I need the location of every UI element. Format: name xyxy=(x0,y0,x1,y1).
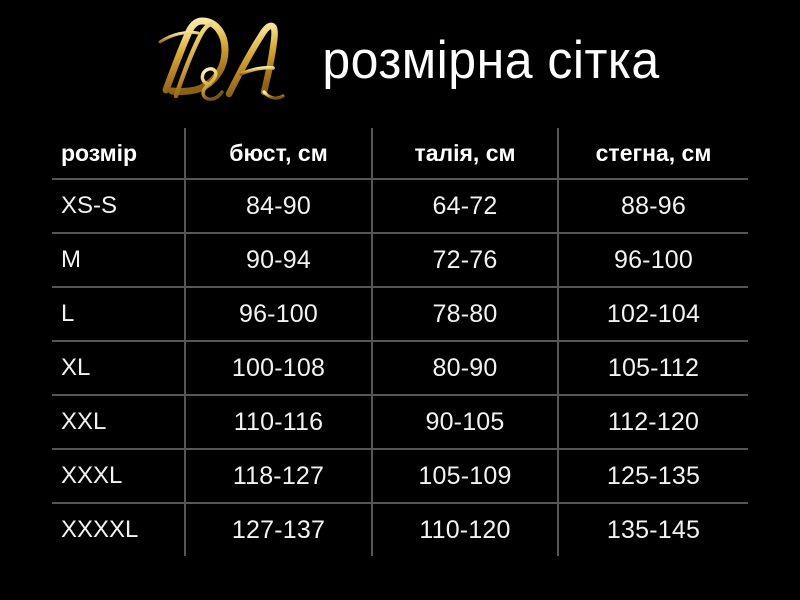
size-chart-table: розмір бюст, см талія, см стегна, см XS-… xyxy=(52,128,748,556)
table-row: XXXL 118-127 105-109 125-135 xyxy=(52,449,748,504)
cell-bust: 110-116 xyxy=(185,395,373,450)
table-row: XL 100-108 80-90 105-112 xyxy=(52,341,748,396)
table-row: L 96-100 78-80 102-104 xyxy=(52,287,748,342)
cell-hips: 102-104 xyxy=(558,287,748,342)
table-row: XS-S 84-90 64-72 88-96 xyxy=(52,179,748,234)
cell-hips: 112-120 xyxy=(558,395,748,450)
cell-size: XXXXL xyxy=(52,503,186,556)
cell-waist: 64-72 xyxy=(372,179,559,234)
column-header-hips: стегна, см xyxy=(558,128,748,180)
brand-logo-icon xyxy=(146,12,296,108)
cell-hips: 135-145 xyxy=(606,515,701,544)
cell-waist: 105-109 xyxy=(372,449,559,504)
page-header: розмірна сітка xyxy=(0,0,800,120)
table-row: XXL 110-116 90-105 112-120 xyxy=(52,395,748,450)
cell-bust: 96-100 xyxy=(185,287,373,342)
cell-hips: 105-112 xyxy=(558,341,748,396)
cell-size: M xyxy=(52,233,186,288)
cell-size: XL xyxy=(52,341,186,396)
cell-waist: 110-120 xyxy=(372,503,559,556)
cell-waist: 72-76 xyxy=(372,233,559,288)
cell-bust: 100-108 xyxy=(185,341,373,396)
column-header-waist: талія, см xyxy=(372,128,559,180)
cell-size: XXL xyxy=(52,395,186,450)
column-header-bust: бюст, см xyxy=(185,128,373,180)
cell-waist: 90-105 xyxy=(372,395,559,450)
cell-size: L xyxy=(52,287,186,342)
table-row: M 90-94 72-76 96-100 xyxy=(52,233,748,288)
cell-bust: 127-137 xyxy=(185,503,373,556)
cell-waist: 78-80 xyxy=(372,287,559,342)
cell-size: XS-S xyxy=(52,179,186,234)
column-header-size: розмір xyxy=(52,128,186,180)
table-header-row: розмір бюст, см талія, см стегна, см xyxy=(52,128,748,180)
cell-waist: 80-90 xyxy=(372,341,559,396)
cell-bust: 118-127 xyxy=(185,449,373,504)
cell-bust: 84-90 xyxy=(185,179,373,234)
table-row: XXXXL 127-137 110-120 135-145 xyxy=(52,503,748,556)
cell-hips: 96-100 xyxy=(558,233,748,288)
cell-hips: 88-96 xyxy=(558,179,748,234)
cell-bust: 90-94 xyxy=(185,233,373,288)
size-chart-container: розмір бюст, см талія, см стегна, см XS-… xyxy=(52,128,748,556)
cell-hips: 125-135 xyxy=(558,449,748,504)
cell-size: XXXL xyxy=(52,449,186,504)
page-title: розмірна сітка xyxy=(322,30,660,90)
